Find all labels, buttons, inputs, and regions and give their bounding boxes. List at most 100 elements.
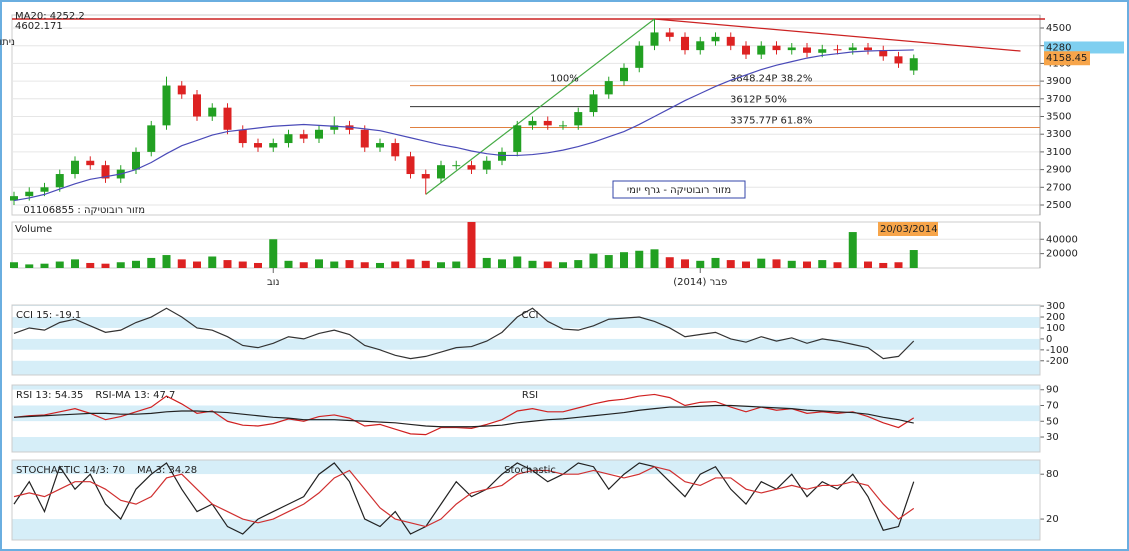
trend-line [654,18,1021,52]
candle-body [132,151,140,170]
volume-bar [147,257,156,268]
volume-bar [559,262,567,268]
volume-bar [711,257,720,268]
volume-bar [696,260,705,268]
y-tick-label: -100 [1046,345,1069,356]
candle-body [696,41,705,51]
y-tick-label: 4500 [1046,23,1071,34]
marker-price-box [1044,41,1124,54]
volume-bar [452,261,461,268]
y-tick-label: 70 [1046,400,1059,411]
candle-body [238,129,247,144]
candle-body [742,45,750,55]
candle-body [467,165,476,170]
panel-band [12,385,1040,390]
candle-body [482,160,491,170]
x-tick-label: נוב [267,277,280,288]
panel-band [12,405,1040,422]
y-tick-label: 3700 [1046,94,1071,105]
volume-bar [635,250,644,268]
fib-label: 3848.24P 38.2% [730,74,812,85]
candle-body [10,196,18,201]
volume-bar [101,263,110,268]
y-tick-label: 90 [1046,385,1059,396]
legend-label: CCI 15: -19.1 [16,310,81,321]
candle-body [726,36,735,46]
volume-bar [818,260,827,268]
volume-bar [40,263,49,268]
y-tick-label: 100 [1046,323,1065,334]
volume-bar [894,262,903,268]
volume-bar [269,239,278,268]
volume-bar [787,260,796,268]
volume-bar [86,262,95,268]
candle-body [650,32,659,46]
candle-body [909,58,918,71]
volume-bar [406,259,415,268]
subtitle-box [612,180,746,199]
volume-bar [833,262,842,268]
candle-body [360,129,369,148]
panel-band [12,437,1040,452]
volume-bar [299,262,308,268]
volume-bar [482,257,491,268]
volume-bar [421,260,430,268]
trend-label: 100% [550,74,579,85]
volume-bar [193,261,201,268]
panel-band [12,421,1040,438]
y-tick-label: 2700 [1046,182,1071,193]
chart-subtitle: מזור רובוטיקה - גרף יומי [627,185,731,196]
chart-title: FxG.co.il - ניתוח טכני [0,37,15,48]
volume-bar [848,232,857,268]
resistance-label: 4602.171 [15,21,63,32]
candle-body [833,49,842,51]
volume-bar [284,260,293,268]
volume-bar [177,259,186,268]
panel-band [12,327,1040,339]
volume-bar [162,255,171,268]
candle-body [284,134,293,144]
y-tick-label: 200 [1046,312,1065,323]
panel-title: CCI [522,310,539,321]
candle-body [162,85,171,126]
volume-bar [681,259,689,268]
candle-body [543,120,552,126]
volume-bar [391,261,400,268]
volume-bar [10,262,18,268]
legend-label: RSI 13: 54.35 [16,390,83,401]
volume-bar [238,261,247,268]
y-tick-label: 0 [1046,334,1052,345]
y-tick-label: 3900 [1046,76,1071,87]
candle-body [315,129,323,139]
candle-body [574,112,583,126]
volume-bar [574,260,583,268]
volume-bar [315,259,323,268]
candle-body [589,94,598,113]
candle-body [223,107,232,130]
candle-body [757,45,766,55]
volume-bar [742,261,750,268]
volume-bar [467,222,476,268]
date-box [878,222,938,236]
candle-body [711,36,720,42]
y-tick-label: 300 [1046,301,1065,312]
indicator-line [13,404,914,428]
candle-body [848,47,857,51]
candle-body [86,160,95,166]
panel-band [12,474,1040,520]
candle-body [391,143,400,157]
volume-bar [437,262,445,268]
candle-body [894,56,903,64]
candle-body [864,47,872,51]
volume-bar [803,261,811,268]
candle-body [55,174,64,188]
candle-body [269,143,278,148]
y-tick-label: -200 [1046,356,1069,367]
volume-bar [376,262,384,268]
volume-bar [604,255,613,268]
candle-body [879,50,888,57]
panel-frame [11,304,1041,376]
y-tick-label: 3500 [1046,112,1071,123]
volume-bar [345,260,354,268]
candle-body [681,36,689,51]
